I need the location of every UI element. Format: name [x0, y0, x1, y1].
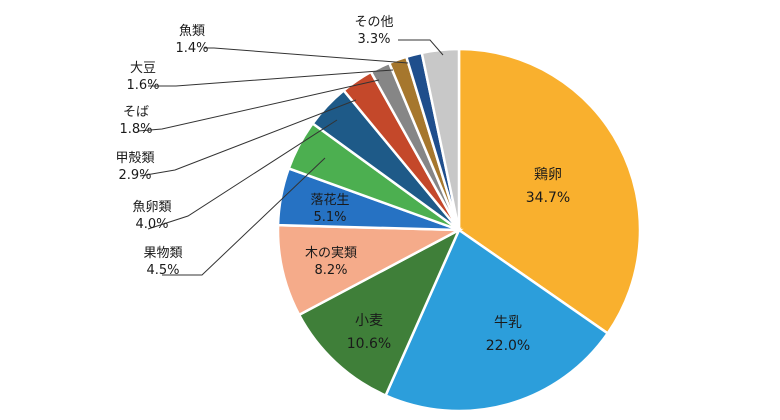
slice-value-4: 8.2%	[314, 263, 347, 278]
leader-line-8	[139, 99, 357, 177]
leader-line-12	[398, 39, 444, 56]
slice-labels: 鶏卵 34.7% 牛乳 22.0% 小麦 10.6% 木の実類 8.2% 落花生 5.1% 果物類 4…	[115, 15, 570, 354]
slice-label-3: 小麦	[355, 313, 383, 329]
slice-value-3: 10.6%	[347, 336, 391, 352]
pie-slice-2	[383, 228, 610, 413]
slice-value-1: 34.7%	[526, 190, 570, 206]
slice-label-12: その他	[354, 15, 393, 30]
pie-slice-12	[420, 47, 461, 231]
slice-label-2: 牛乳	[494, 315, 522, 331]
leader-line-7	[147, 119, 338, 230]
slice-value-8: 2.9%	[118, 168, 151, 183]
leader-line-10	[148, 69, 394, 87]
slice-label-5: 落花生	[310, 192, 349, 208]
slice-value-11: 1.4%	[175, 41, 208, 56]
slice-value-5: 5.1%	[313, 210, 346, 225]
slice-label-10: 大豆	[130, 61, 156, 76]
leader-line-6	[162, 157, 326, 276]
pie-slice-1	[457, 47, 642, 336]
slice-value-10: 1.6%	[126, 78, 159, 93]
slice-label-7: 魚卵類	[132, 200, 171, 215]
leader-line-11	[204, 47, 409, 64]
slice-label-1: 鶏卵	[534, 167, 562, 183]
pie-slice-4	[276, 223, 464, 317]
pie-slices	[276, 47, 642, 413]
leader-lines	[137, 39, 444, 276]
slice-value-7: 4.0%	[135, 217, 168, 232]
slice-value-2: 22.0%	[486, 338, 530, 354]
slice-label-6: 果物類	[143, 246, 182, 261]
slice-value-9: 1.8%	[119, 122, 152, 137]
slice-label-4: 木の実類	[305, 245, 357, 261]
slice-label-9: そば	[123, 105, 149, 120]
slice-value-12: 3.3%	[357, 32, 390, 47]
slice-label-11: 魚類	[179, 24, 205, 39]
slice-value-6: 4.5%	[146, 263, 179, 278]
leader-line-9	[137, 79, 380, 132]
slice-label-8: 甲殻類	[115, 151, 154, 166]
pie-slice-3	[297, 227, 462, 398]
